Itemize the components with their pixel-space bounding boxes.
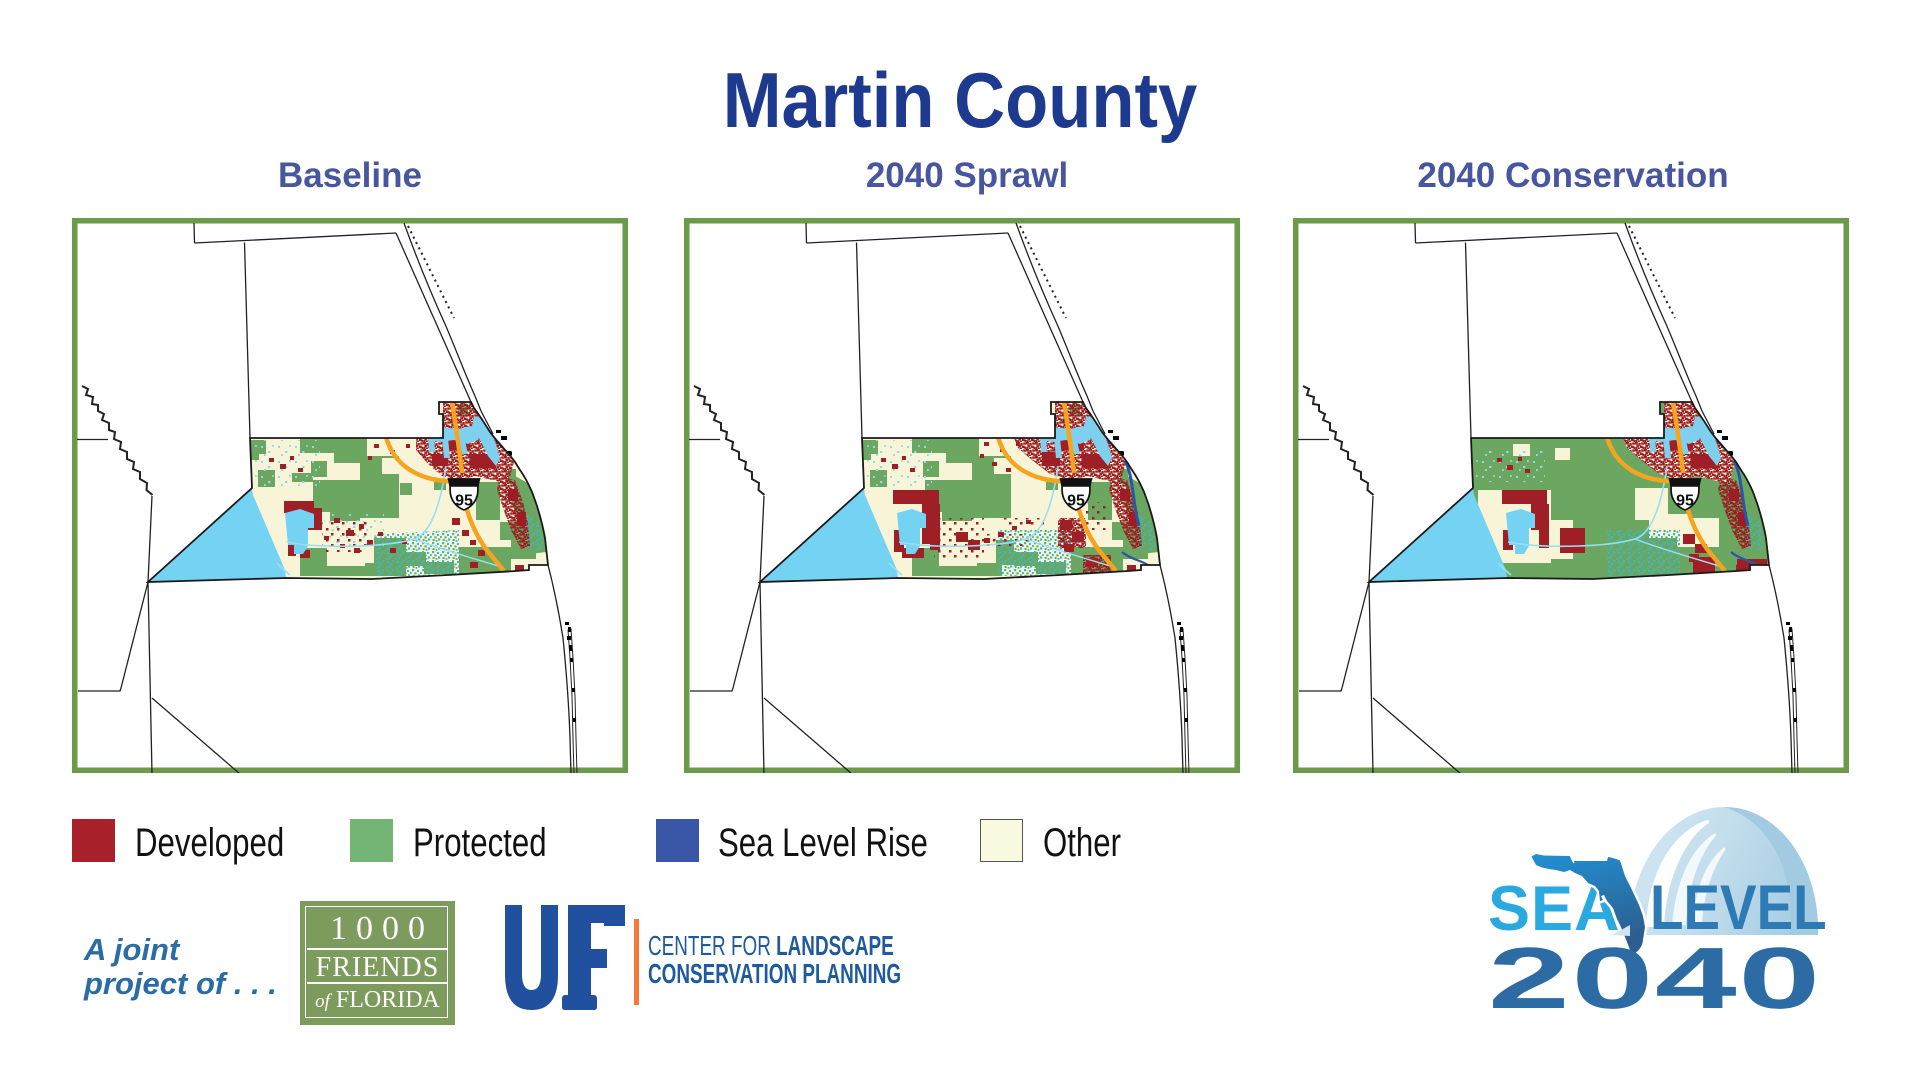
svg-text:LEVEL: LEVEL bbox=[1650, 872, 1827, 942]
svg-text:2040: 2040 bbox=[1488, 930, 1822, 1025]
